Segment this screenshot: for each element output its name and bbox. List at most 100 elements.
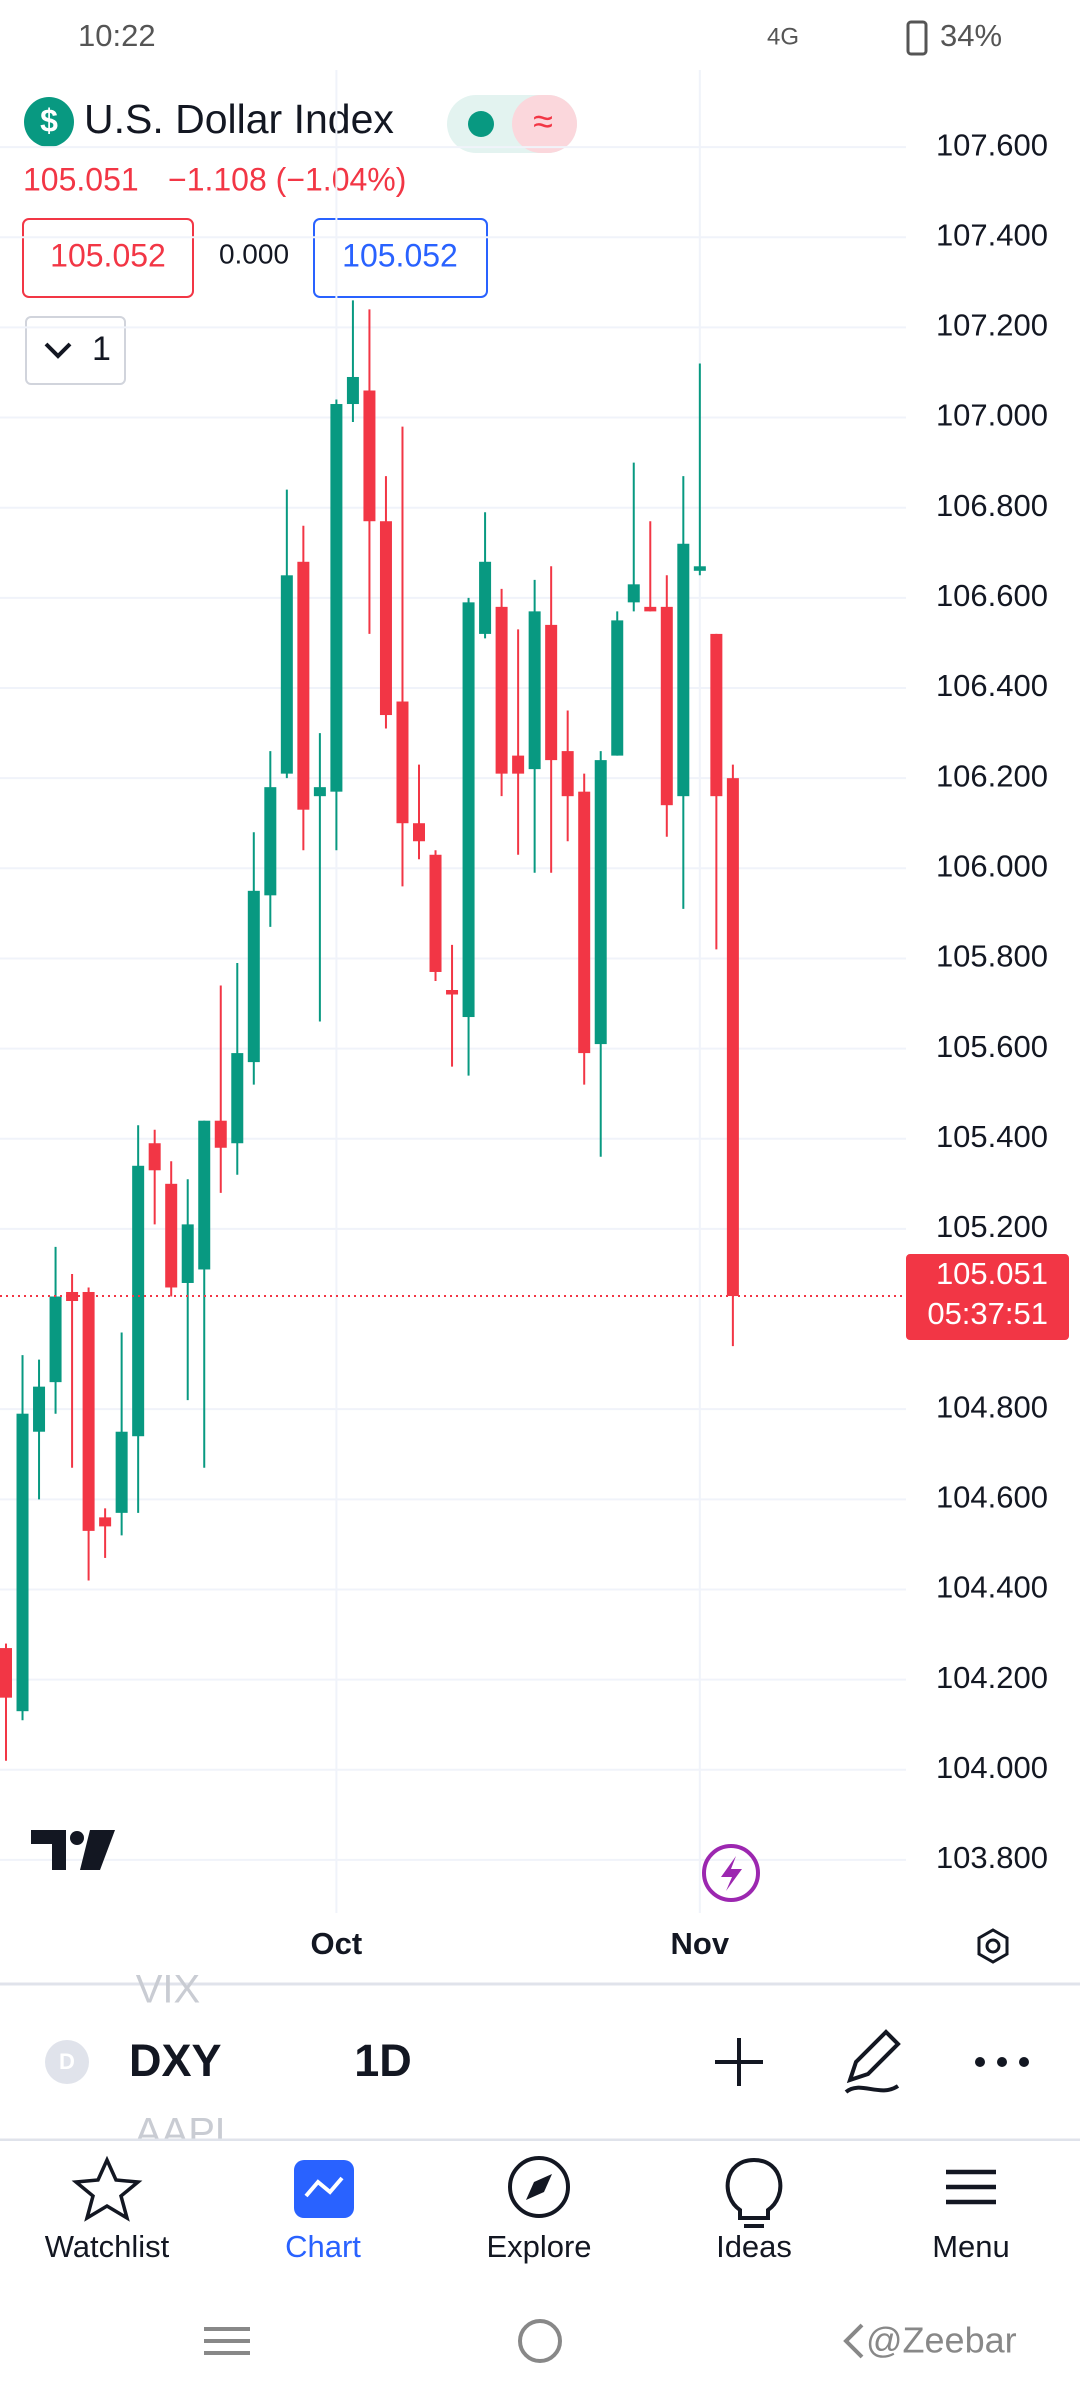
nav-ideas[interactable]: Ideas [716, 2229, 792, 2264]
candle-body [165, 1183, 178, 1288]
candle-body [429, 854, 442, 972]
candle-body [231, 1053, 244, 1144]
y-tick-label: 104.200 [936, 1660, 1048, 1695]
symbol-badge [45, 2040, 89, 2084]
candle-body [33, 1386, 46, 1432]
candle-body [379, 521, 392, 716]
prev-symbol[interactable]: VIX [136, 1968, 200, 2012]
y-tick-label: 106.400 [936, 668, 1048, 703]
bar-countdown: 05:37:51 [927, 1296, 1048, 1331]
candle-body [363, 390, 376, 522]
events-button[interactable] [702, 1844, 760, 1902]
interval[interactable]: 1D [354, 2035, 412, 2086]
candle-body [264, 787, 277, 896]
candle-body [313, 787, 326, 797]
candle-body [148, 1143, 161, 1171]
system-back[interactable] [843, 2323, 864, 2359]
chart-icon-line [304, 2176, 344, 2198]
candle-body [115, 1431, 128, 1513]
candle-body [99, 1517, 112, 1527]
tradingview-logo [31, 1830, 115, 1870]
spread: 0.000 [219, 238, 289, 269]
y-tick-label: 107.200 [936, 308, 1048, 343]
status-battery: 34% [940, 18, 1002, 53]
x-tick-label: Oct [311, 1926, 363, 1961]
candle-body [280, 575, 293, 774]
candle-body [528, 611, 541, 770]
symbol-title[interactable]: U.S. Dollar Index [84, 96, 394, 142]
candle-body [611, 620, 624, 756]
explore-icon[interactable] [508, 2156, 570, 2218]
market-open-dot [468, 111, 494, 137]
candle-body [297, 561, 310, 810]
watermark: @Zeebar [866, 2320, 1017, 2361]
compass-needle [526, 2174, 552, 2200]
menu-icon[interactable] [946, 2169, 996, 2205]
status-network: 4G [767, 23, 799, 50]
y-tick-label: 104.600 [936, 1480, 1048, 1515]
sell-price: 105.052 [50, 237, 166, 273]
candle-body [495, 606, 508, 774]
candle-body [214, 1120, 227, 1148]
y-tick-label: 106.000 [936, 848, 1048, 883]
more-button[interactable] [975, 2057, 1029, 2067]
symbol[interactable]: DXY [129, 2035, 222, 2086]
y-tick-label: 106.800 [936, 488, 1048, 523]
indicators-toggle[interactable] [25, 316, 126, 385]
price-change: −1.108 (−1.04%) [168, 161, 406, 197]
y-tick-label: 104.400 [936, 1570, 1048, 1605]
draw-button[interactable] [844, 2029, 901, 2094]
candle-body [660, 606, 673, 806]
candle-body [693, 566, 706, 571]
y-tick-label: 105.600 [936, 1029, 1048, 1064]
price-axis: 107.600 107.400 107.200 107.000 106.800 106.6… [311, 127, 1069, 1961]
ideas-icon[interactable] [725, 2157, 783, 2228]
y-tick-label: 107.000 [936, 398, 1048, 433]
y-tick-label: 105.400 [936, 1119, 1048, 1154]
candle-body [181, 1224, 194, 1283]
candle-body [247, 890, 260, 1063]
candle-body [594, 760, 607, 1045]
candle-body [346, 376, 359, 405]
status-time: 10:22 [78, 18, 156, 53]
buy-button[interactable] [313, 218, 488, 298]
y-tick-label: 104.800 [936, 1389, 1048, 1424]
candle-body [545, 624, 558, 761]
candle-body [710, 633, 723, 797]
settings-icon[interactable] [977, 1928, 1009, 1964]
candle-body [561, 751, 574, 797]
symbol-logo-mark: $ [40, 102, 58, 138]
candle-body [49, 1296, 62, 1383]
candle-body [16, 1413, 29, 1712]
nav-watchlist[interactable]: Watchlist [45, 2229, 170, 2264]
system-recents[interactable] [204, 2327, 250, 2355]
candle-body [512, 755, 525, 774]
add-button[interactable] [715, 2038, 763, 2086]
candles [0, 300, 906, 1761]
watchlist-icon[interactable] [71, 2155, 143, 2222]
nav-menu[interactable]: Menu [932, 2229, 1010, 2264]
nav-explore[interactable]: Explore [486, 2229, 591, 2264]
settings-icon-center [985, 1938, 1001, 1954]
y-tick-label: 106.600 [936, 578, 1048, 613]
last-price: 105.051 [23, 161, 139, 197]
lightning-icon [721, 1856, 742, 1891]
market-approx-icon: ≈ [533, 101, 553, 142]
nav-chart[interactable]: Chart [285, 2229, 361, 2264]
candle-body [462, 602, 475, 1018]
candle-body [198, 1120, 211, 1270]
sell-button[interactable] [22, 218, 194, 298]
candle-body [677, 543, 690, 797]
market-status-pill-right [512, 95, 577, 153]
candle-body [0, 1648, 12, 1698]
system-home[interactable] [518, 2319, 562, 2363]
indicator-count: 1 [92, 330, 111, 368]
y-tick-label: 107.400 [936, 217, 1048, 252]
y-tick-label: 107.600 [936, 127, 1048, 162]
candle-body [644, 606, 657, 612]
x-tick-label: Nov [671, 1926, 730, 1961]
y-tick-label: 105.200 [936, 1209, 1048, 1244]
symbol-badge-letter: D [59, 2049, 75, 2074]
